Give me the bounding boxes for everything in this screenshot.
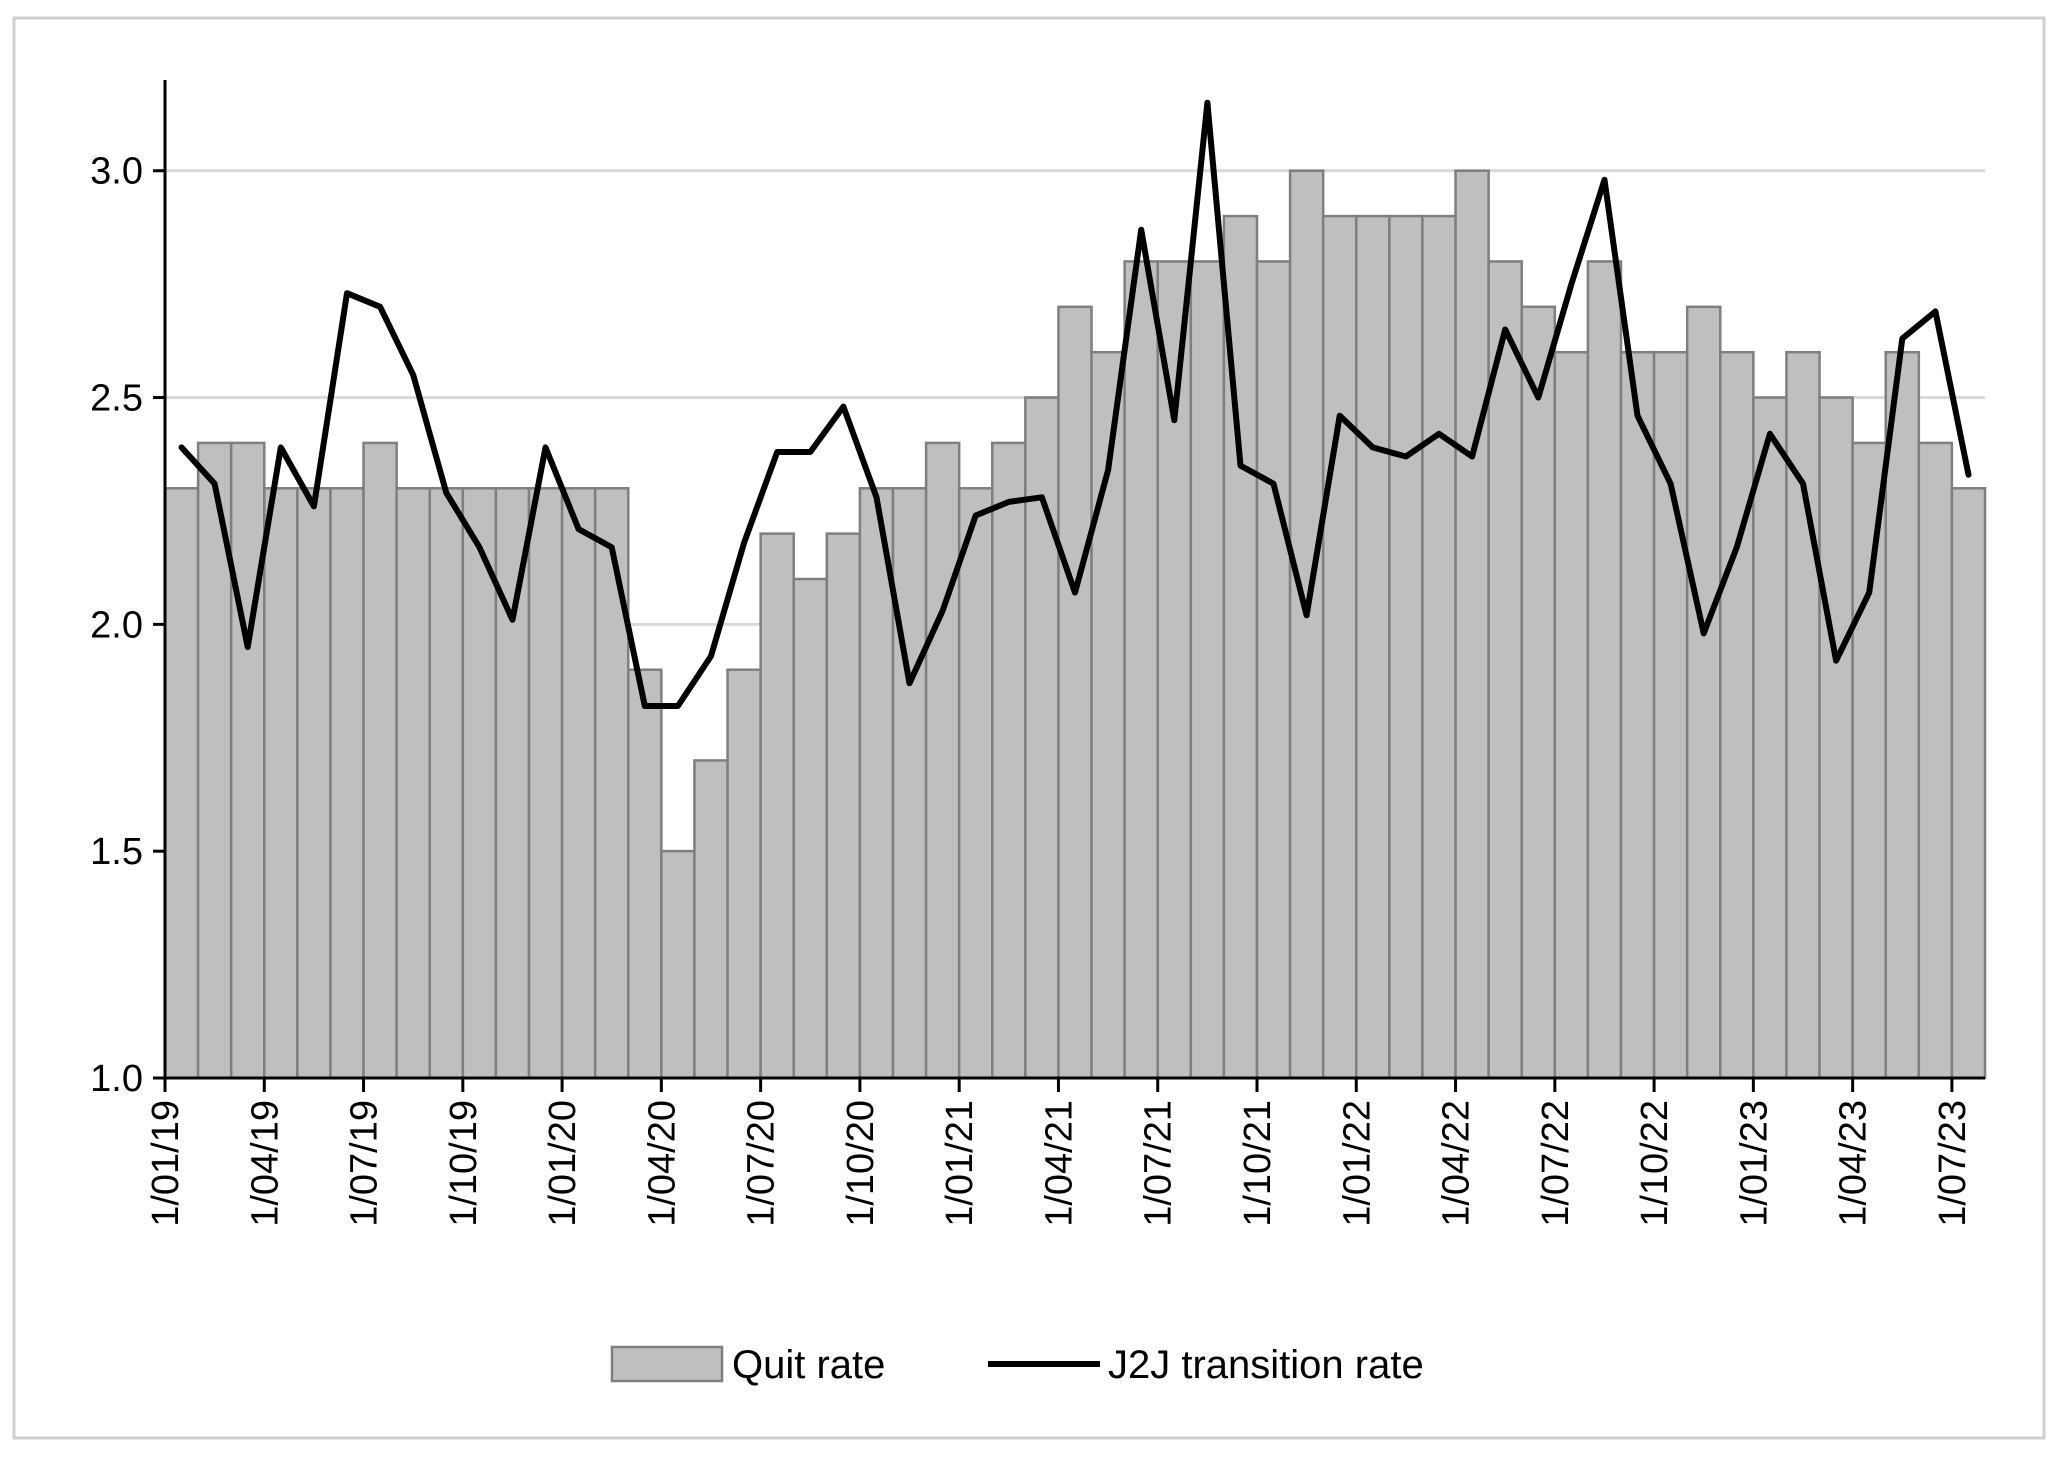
legend-label-j2j: J2J transition rate bbox=[1108, 1343, 1424, 1387]
y-tick-label-1: 1.5 bbox=[90, 831, 143, 873]
bar-2 bbox=[231, 443, 264, 1078]
bar-29 bbox=[1125, 261, 1158, 1078]
bar-12 bbox=[562, 488, 595, 1078]
bar-4 bbox=[297, 488, 330, 1078]
bar-37 bbox=[1389, 216, 1422, 1078]
x-tick-label-4: 1/01/20 bbox=[542, 1100, 584, 1227]
bar-31 bbox=[1191, 261, 1224, 1078]
x-tick-label-10: 1/07/21 bbox=[1138, 1100, 1180, 1227]
bar-15 bbox=[661, 851, 694, 1078]
bar-27 bbox=[1058, 307, 1091, 1078]
bar-54 bbox=[1952, 488, 1985, 1078]
bar-16 bbox=[694, 760, 727, 1078]
bar-50 bbox=[1820, 398, 1853, 1078]
bar-10 bbox=[496, 488, 529, 1078]
bar-53 bbox=[1919, 443, 1952, 1078]
x-tick-label-6: 1/07/20 bbox=[741, 1100, 783, 1227]
x-tick-label-15: 1/10/22 bbox=[1634, 1100, 1676, 1227]
bar-18 bbox=[761, 534, 794, 1078]
bar-36 bbox=[1356, 216, 1389, 1078]
bar-19 bbox=[794, 579, 827, 1078]
x-tick-label-17: 1/04/23 bbox=[1833, 1100, 1875, 1227]
bar-23 bbox=[926, 443, 959, 1078]
x-tick-label-18: 1/07/23 bbox=[1932, 1100, 1974, 1227]
bar-11 bbox=[529, 488, 562, 1078]
x-tick-label-14: 1/07/22 bbox=[1535, 1100, 1577, 1227]
bar-20 bbox=[827, 534, 860, 1078]
bar-43 bbox=[1588, 261, 1621, 1078]
bar-13 bbox=[595, 488, 628, 1078]
bar-17 bbox=[728, 670, 761, 1078]
x-tick-label-5: 1/04/20 bbox=[641, 1100, 683, 1227]
bar-30 bbox=[1158, 261, 1191, 1078]
x-tick-label-13: 1/04/22 bbox=[1436, 1100, 1478, 1227]
legend-swatch-quit-rate bbox=[612, 1347, 722, 1381]
x-tick-label-12: 1/01/22 bbox=[1336, 1100, 1378, 1227]
x-tick-label-9: 1/04/21 bbox=[1038, 1100, 1080, 1227]
bar-41 bbox=[1522, 307, 1555, 1078]
bar-14 bbox=[628, 670, 661, 1078]
bar-3 bbox=[264, 488, 297, 1078]
bar-22 bbox=[893, 488, 926, 1078]
x-tick-label-16: 1/01/23 bbox=[1733, 1100, 1775, 1227]
x-tick-label-2: 1/07/19 bbox=[344, 1100, 386, 1227]
bar-7 bbox=[397, 488, 430, 1078]
y-tick-label-4: 3.0 bbox=[90, 151, 143, 193]
x-tick-label-3: 1/10/19 bbox=[443, 1100, 485, 1227]
y-tick-label-2: 2.0 bbox=[90, 604, 143, 646]
x-tick-label-11: 1/10/21 bbox=[1237, 1100, 1279, 1227]
bar-52 bbox=[1886, 352, 1919, 1078]
bar-34 bbox=[1290, 171, 1323, 1078]
bar-6 bbox=[364, 443, 397, 1078]
y-tick-label-0: 1.0 bbox=[90, 1058, 143, 1100]
bar-5 bbox=[330, 488, 363, 1078]
bar-8 bbox=[430, 488, 463, 1078]
bar-25 bbox=[992, 443, 1025, 1078]
bar-46 bbox=[1687, 307, 1720, 1078]
y-tick-label-3: 2.5 bbox=[90, 378, 143, 420]
bar-38 bbox=[1422, 216, 1455, 1078]
bar-44 bbox=[1621, 352, 1654, 1078]
bar-42 bbox=[1555, 352, 1588, 1078]
bar-39 bbox=[1456, 171, 1489, 1078]
x-tick-label-0: 1/01/19 bbox=[145, 1100, 187, 1227]
x-tick-label-1: 1/04/19 bbox=[244, 1100, 286, 1227]
legend-label-quit-rate: Quit rate bbox=[732, 1343, 885, 1387]
bar-0 bbox=[165, 488, 198, 1078]
x-tick-label-7: 1/10/20 bbox=[840, 1100, 882, 1227]
bar-33 bbox=[1257, 261, 1290, 1078]
x-tick-label-8: 1/01/21 bbox=[939, 1100, 981, 1227]
bar-47 bbox=[1720, 352, 1753, 1078]
bar-24 bbox=[959, 488, 992, 1078]
bar-35 bbox=[1323, 216, 1356, 1078]
bar-51 bbox=[1853, 443, 1886, 1078]
bar-48 bbox=[1753, 398, 1786, 1078]
